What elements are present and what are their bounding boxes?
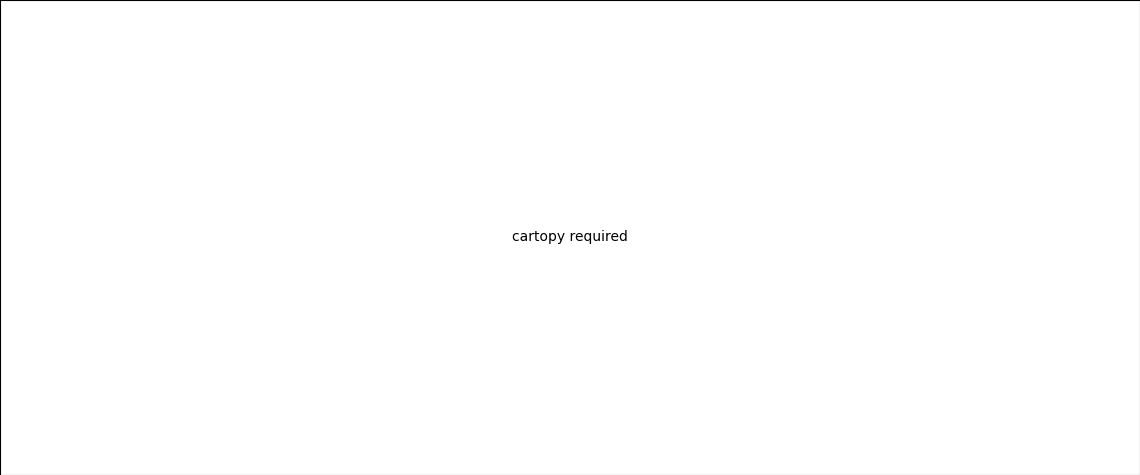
Text: cartopy required: cartopy required bbox=[512, 230, 628, 245]
